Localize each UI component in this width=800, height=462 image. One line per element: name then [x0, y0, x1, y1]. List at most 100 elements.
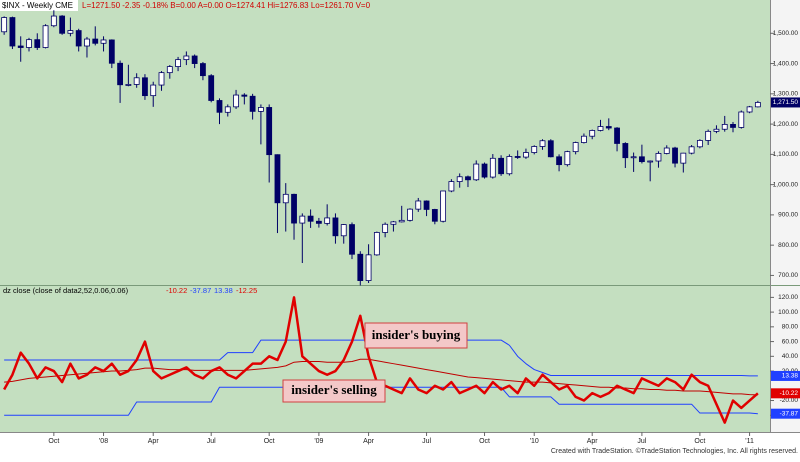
candle-body: [721, 123, 728, 130]
candle-body: [233, 94, 239, 108]
candle-body: [183, 55, 190, 61]
candle-body: [349, 224, 355, 255]
candle-body: [365, 254, 372, 281]
candle-body: [746, 106, 753, 113]
candle-body: [622, 143, 629, 159]
x-tick-label: Oct: [264, 438, 275, 445]
candle-body: [498, 157, 504, 175]
candle-body: [315, 220, 322, 224]
candle-body: [398, 219, 405, 223]
candle-body: [117, 62, 123, 86]
candle-body: [373, 232, 380, 256]
candle-body: [713, 128, 720, 132]
candle-body: [324, 217, 331, 224]
x-tick-label: '10: [530, 438, 539, 445]
candle-body: [158, 72, 165, 86]
candle-body: [26, 39, 32, 48]
indicator-value: -12.25: [236, 286, 257, 295]
candle-body: [249, 95, 256, 112]
candle-body: [564, 151, 571, 166]
candle-body: [630, 156, 637, 159]
y-tick-label: 1,500.00: [773, 30, 799, 37]
x-tick-label: Jul: [207, 438, 216, 445]
candle-body: [299, 215, 306, 224]
candle-body: [307, 215, 314, 222]
candle-body: [241, 94, 248, 97]
candle-body: [688, 146, 695, 154]
last-price-label: 1,271.50: [773, 99, 799, 106]
x-tick-label: Jul: [422, 438, 431, 445]
x-tick-label: '09: [314, 438, 323, 445]
value-tag: [771, 408, 800, 419]
candle-body: [133, 77, 140, 85]
annotation-text: insider's buying: [372, 327, 461, 342]
candle-body: [572, 142, 579, 153]
value-tag-label: 13.38: [782, 373, 799, 380]
x-tick-label: Jul: [637, 438, 646, 445]
y-tick-label: 800.00: [778, 242, 798, 249]
candle-body: [274, 154, 281, 204]
candle-body: [539, 140, 546, 147]
candle-body: [680, 152, 687, 164]
candle-body: [589, 130, 596, 137]
candle-body: [216, 100, 223, 113]
candle-body: [481, 163, 488, 178]
candle-body: [547, 140, 554, 158]
y-tick-label: 80.00: [782, 324, 799, 331]
annotation-box: [364, 322, 468, 349]
y-tick-label: 1,400.00: [773, 60, 799, 67]
candle-body: [730, 123, 736, 128]
candle-body: [639, 156, 645, 163]
last-price-tag: [771, 97, 800, 108]
value-tag-label: -37.87: [780, 410, 799, 417]
value-tag: [771, 388, 800, 399]
footer: Created with TradeStation. ©TradeStation…: [551, 447, 798, 455]
y-tick-label: 1,200.00: [773, 121, 799, 128]
candle-body: [357, 253, 364, 281]
y-tick-label: 700.00: [778, 272, 798, 279]
candle-body: [705, 130, 712, 141]
candle-body: [614, 127, 620, 144]
candle-body: [647, 160, 654, 163]
axis-background: [770, 0, 800, 432]
candle-body: [224, 106, 231, 113]
candle-body: [291, 193, 297, 224]
y-tick-label: 40.00: [782, 353, 799, 360]
candle-body: [440, 190, 447, 222]
x-tick-label: '08: [99, 438, 108, 445]
candle-body: [514, 156, 521, 158]
candle-body: [92, 38, 99, 44]
candle-body: [266, 107, 273, 156]
candle-body: [175, 59, 181, 67]
x-tick-label: Oct: [694, 438, 705, 445]
candle-body: [531, 146, 538, 153]
candle-body: [258, 107, 264, 112]
candle-body: [390, 221, 397, 225]
value-tag-label: -10.22: [780, 390, 799, 397]
candle-body: [332, 217, 339, 237]
y-tick-label: 1,000.00: [773, 181, 799, 188]
indicator-value: -37.87: [190, 286, 211, 295]
candle-body: [473, 163, 480, 181]
candle-body: [431, 209, 438, 222]
annotation: insider's buying insider's selling: [282, 322, 468, 403]
candle-body: [489, 157, 496, 178]
candle-body: [108, 39, 115, 64]
candle-body: [407, 208, 413, 221]
value-tag: [771, 370, 800, 381]
candle-body: [597, 126, 604, 131]
y-tick-label: 120.00: [778, 294, 798, 301]
annotation-box: [282, 379, 386, 403]
candle-body: [754, 102, 761, 108]
candle-body: [465, 176, 471, 181]
candle-body: [382, 223, 389, 233]
x-tick-label: Apr: [587, 438, 599, 445]
candle-body: [423, 200, 430, 210]
indicator-value: 13.38: [214, 286, 233, 295]
y-tick-label: 100.00: [778, 309, 798, 316]
candle-body: [605, 126, 612, 129]
candle-body: [191, 55, 198, 64]
candle-body: [142, 77, 148, 97]
x-tick-label: Oct: [479, 438, 490, 445]
